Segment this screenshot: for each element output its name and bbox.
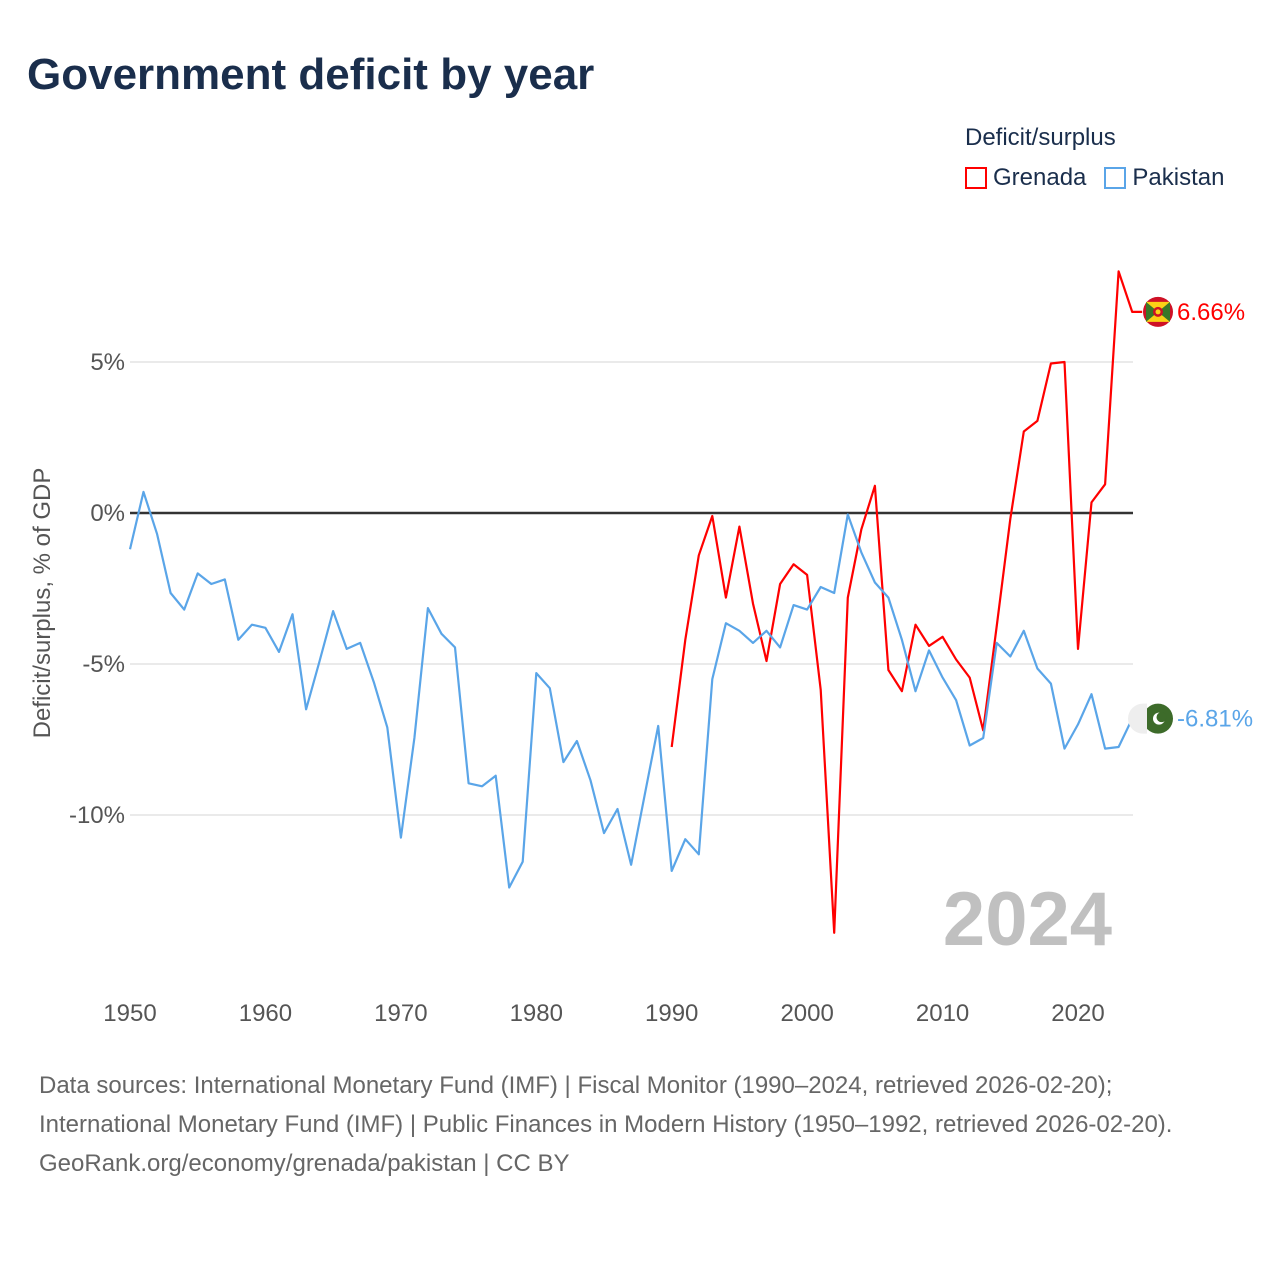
- legend-swatch-pakistan: [1104, 167, 1127, 189]
- x-tick-label: 1960: [239, 1000, 292, 1027]
- legend-label: Grenada: [993, 164, 1087, 191]
- end-value-label-pakistan: -6.81%: [1177, 706, 1253, 733]
- x-tick-label: 1950: [103, 1000, 156, 1027]
- x-tick-label: 2000: [780, 1000, 833, 1027]
- series-line-grenada: [670, 270, 1143, 934]
- legend-item-pakistan[interactable]: Pakistan: [1104, 164, 1224, 192]
- y-tick-label: 5%: [90, 349, 125, 376]
- flag-triangle: [1146, 301, 1158, 322]
- flag-grenada-icon: [1143, 296, 1173, 327]
- x-tick-label: 2010: [916, 1000, 969, 1027]
- line-chart: 5% 0% -5% -10% 1950 1960 1970 1980 1990 2000 2010 2…: [29, 270, 1253, 1027]
- y-tick-label: 0%: [90, 500, 125, 527]
- y-tick-label: -10%: [69, 802, 125, 829]
- legend-swatch-grenada: [965, 167, 987, 189]
- data-sources-text: Data sources: International Monetary Fun…: [39, 1072, 1173, 1138]
- x-tick-label: 1980: [510, 1000, 563, 1027]
- x-tick-label: 2020: [1051, 1000, 1104, 1027]
- flag-crescent-cut: [1156, 712, 1167, 723]
- sources: Data sources: International Monetary Fun…: [39, 1066, 1239, 1183]
- attribution-link[interactable]: GeoRank.org/economy/grenada/pakistan | C…: [39, 1150, 570, 1177]
- legend: Deficit/surplus Grenada Pakistan: [965, 124, 1224, 192]
- flag-triangle: [1158, 301, 1170, 322]
- legend-title: Deficit/surplus: [965, 124, 1116, 151]
- x-tick-label: 1970: [374, 1000, 427, 1027]
- year-watermark: 2024: [943, 877, 1112, 962]
- y-axis-label: Deficit/surplus, % of GDP: [29, 468, 56, 739]
- legend-item-grenada[interactable]: Grenada: [965, 164, 1086, 192]
- legend-label: Pakistan: [1132, 164, 1225, 191]
- chart-title: Government deficit by year: [27, 50, 595, 99]
- series-line-pakistan: [128, 490, 1143, 889]
- x-tick-label: 1990: [645, 1000, 698, 1027]
- y-tick-label: -5%: [82, 651, 125, 678]
- flag-pakistan-icon: [1128, 703, 1173, 734]
- end-value-label-grenada: 6.66%: [1177, 299, 1245, 326]
- flag-star: [1155, 309, 1161, 315]
- flag-stripe: [1128, 703, 1147, 734]
